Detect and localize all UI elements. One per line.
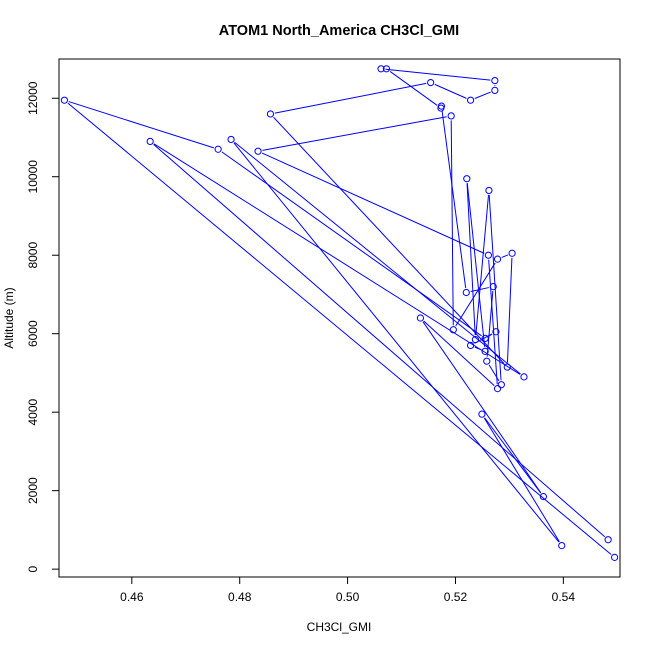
series-line-segment	[385, 68, 491, 81]
data-point	[485, 186, 493, 195]
data-point	[60, 96, 68, 104]
data-point	[497, 381, 505, 389]
data-point	[471, 335, 480, 344]
data-point	[463, 175, 471, 183]
series-line-segment	[488, 259, 498, 385]
y-axis: 0 2000 4000 6000 8000 10000 12000	[26, 81, 60, 572]
x-axis: 0.46 0.48 0.50 0.52 0.54	[120, 576, 576, 604]
data-point	[416, 314, 425, 322]
y-tick-label: 10000	[26, 160, 40, 194]
data-point	[447, 112, 455, 120]
series-layer	[60, 65, 619, 561]
data-point	[491, 76, 499, 85]
y-tick-label: 6000	[26, 320, 40, 347]
series-line-segment	[483, 417, 560, 543]
series-line-segment	[474, 91, 491, 99]
y-tick-label: 2000	[26, 477, 40, 504]
data-point	[382, 65, 391, 73]
data-point	[214, 145, 222, 153]
series-line-segment	[484, 417, 542, 494]
data-point	[491, 86, 499, 94]
series-line-segment	[501, 254, 509, 258]
data-point	[503, 363, 511, 371]
data-point	[558, 542, 566, 550]
data-point	[437, 104, 445, 112]
data-point	[466, 96, 475, 104]
series-line-segment	[423, 320, 495, 386]
series-line-segment	[68, 101, 214, 149]
data-point	[520, 373, 528, 381]
data-point	[493, 255, 502, 263]
series-line-segment	[488, 194, 502, 381]
series-line-segment	[434, 83, 467, 99]
data-point	[478, 410, 486, 418]
series-line-segment	[466, 183, 486, 347]
data-point	[483, 357, 491, 365]
x-tick-label: 0.52	[444, 590, 468, 604]
x-axis-label: CH3Cl_GMI	[307, 620, 372, 634]
data-point	[227, 135, 235, 144]
data-point	[604, 536, 612, 544]
series-line-segment	[67, 102, 612, 555]
data-point	[481, 334, 489, 343]
series-line-segment	[233, 142, 560, 543]
series-line-segment	[466, 183, 476, 336]
data-point	[266, 110, 275, 118]
data-point	[254, 147, 262, 155]
x-tick-label: 0.46	[120, 590, 144, 604]
data-point	[146, 137, 154, 146]
data-point	[611, 553, 619, 561]
data-point	[489, 283, 497, 291]
series-line-segment	[221, 151, 482, 337]
series-line-segment	[470, 287, 489, 293]
data-point	[484, 251, 492, 259]
data-point	[462, 288, 470, 297]
y-tick-label: 12000	[26, 81, 40, 115]
series-line-segment	[422, 321, 542, 494]
chart-title: ATOM1 North_America CH3Cl_GMI	[219, 23, 459, 39]
data-point	[481, 347, 489, 355]
x-tick-label: 0.54	[552, 590, 576, 604]
y-axis-label: Altitude (m)	[2, 287, 16, 348]
data-point	[539, 492, 548, 501]
data-point	[466, 341, 475, 350]
series-line-segment	[389, 71, 438, 106]
series-line-segment	[441, 110, 467, 289]
series-line-segment	[273, 116, 505, 365]
data-point	[377, 65, 385, 73]
data-point	[493, 385, 502, 393]
series-line-segment	[234, 141, 521, 375]
y-tick-label: 8000	[26, 242, 40, 269]
x-tick-label: 0.48	[228, 590, 252, 604]
y-tick-label: 4000	[26, 399, 40, 426]
y-tick-label: 0	[26, 565, 40, 572]
data-point	[492, 328, 500, 336]
series-line-segment	[153, 143, 606, 538]
data-point	[427, 78, 435, 87]
series-line-segment	[450, 120, 454, 326]
series-line-segment	[262, 116, 447, 151]
series-line-segment	[455, 262, 496, 327]
series-line-segment	[488, 364, 500, 382]
series-line-segment	[475, 194, 490, 336]
data-point	[508, 249, 516, 257]
data-point	[449, 326, 457, 334]
series-line-segment	[153, 143, 521, 375]
series-line-segment	[506, 257, 513, 363]
x-tick-label: 0.50	[336, 590, 360, 604]
series-line-segment	[261, 152, 485, 254]
series-line-segment	[274, 82, 427, 114]
